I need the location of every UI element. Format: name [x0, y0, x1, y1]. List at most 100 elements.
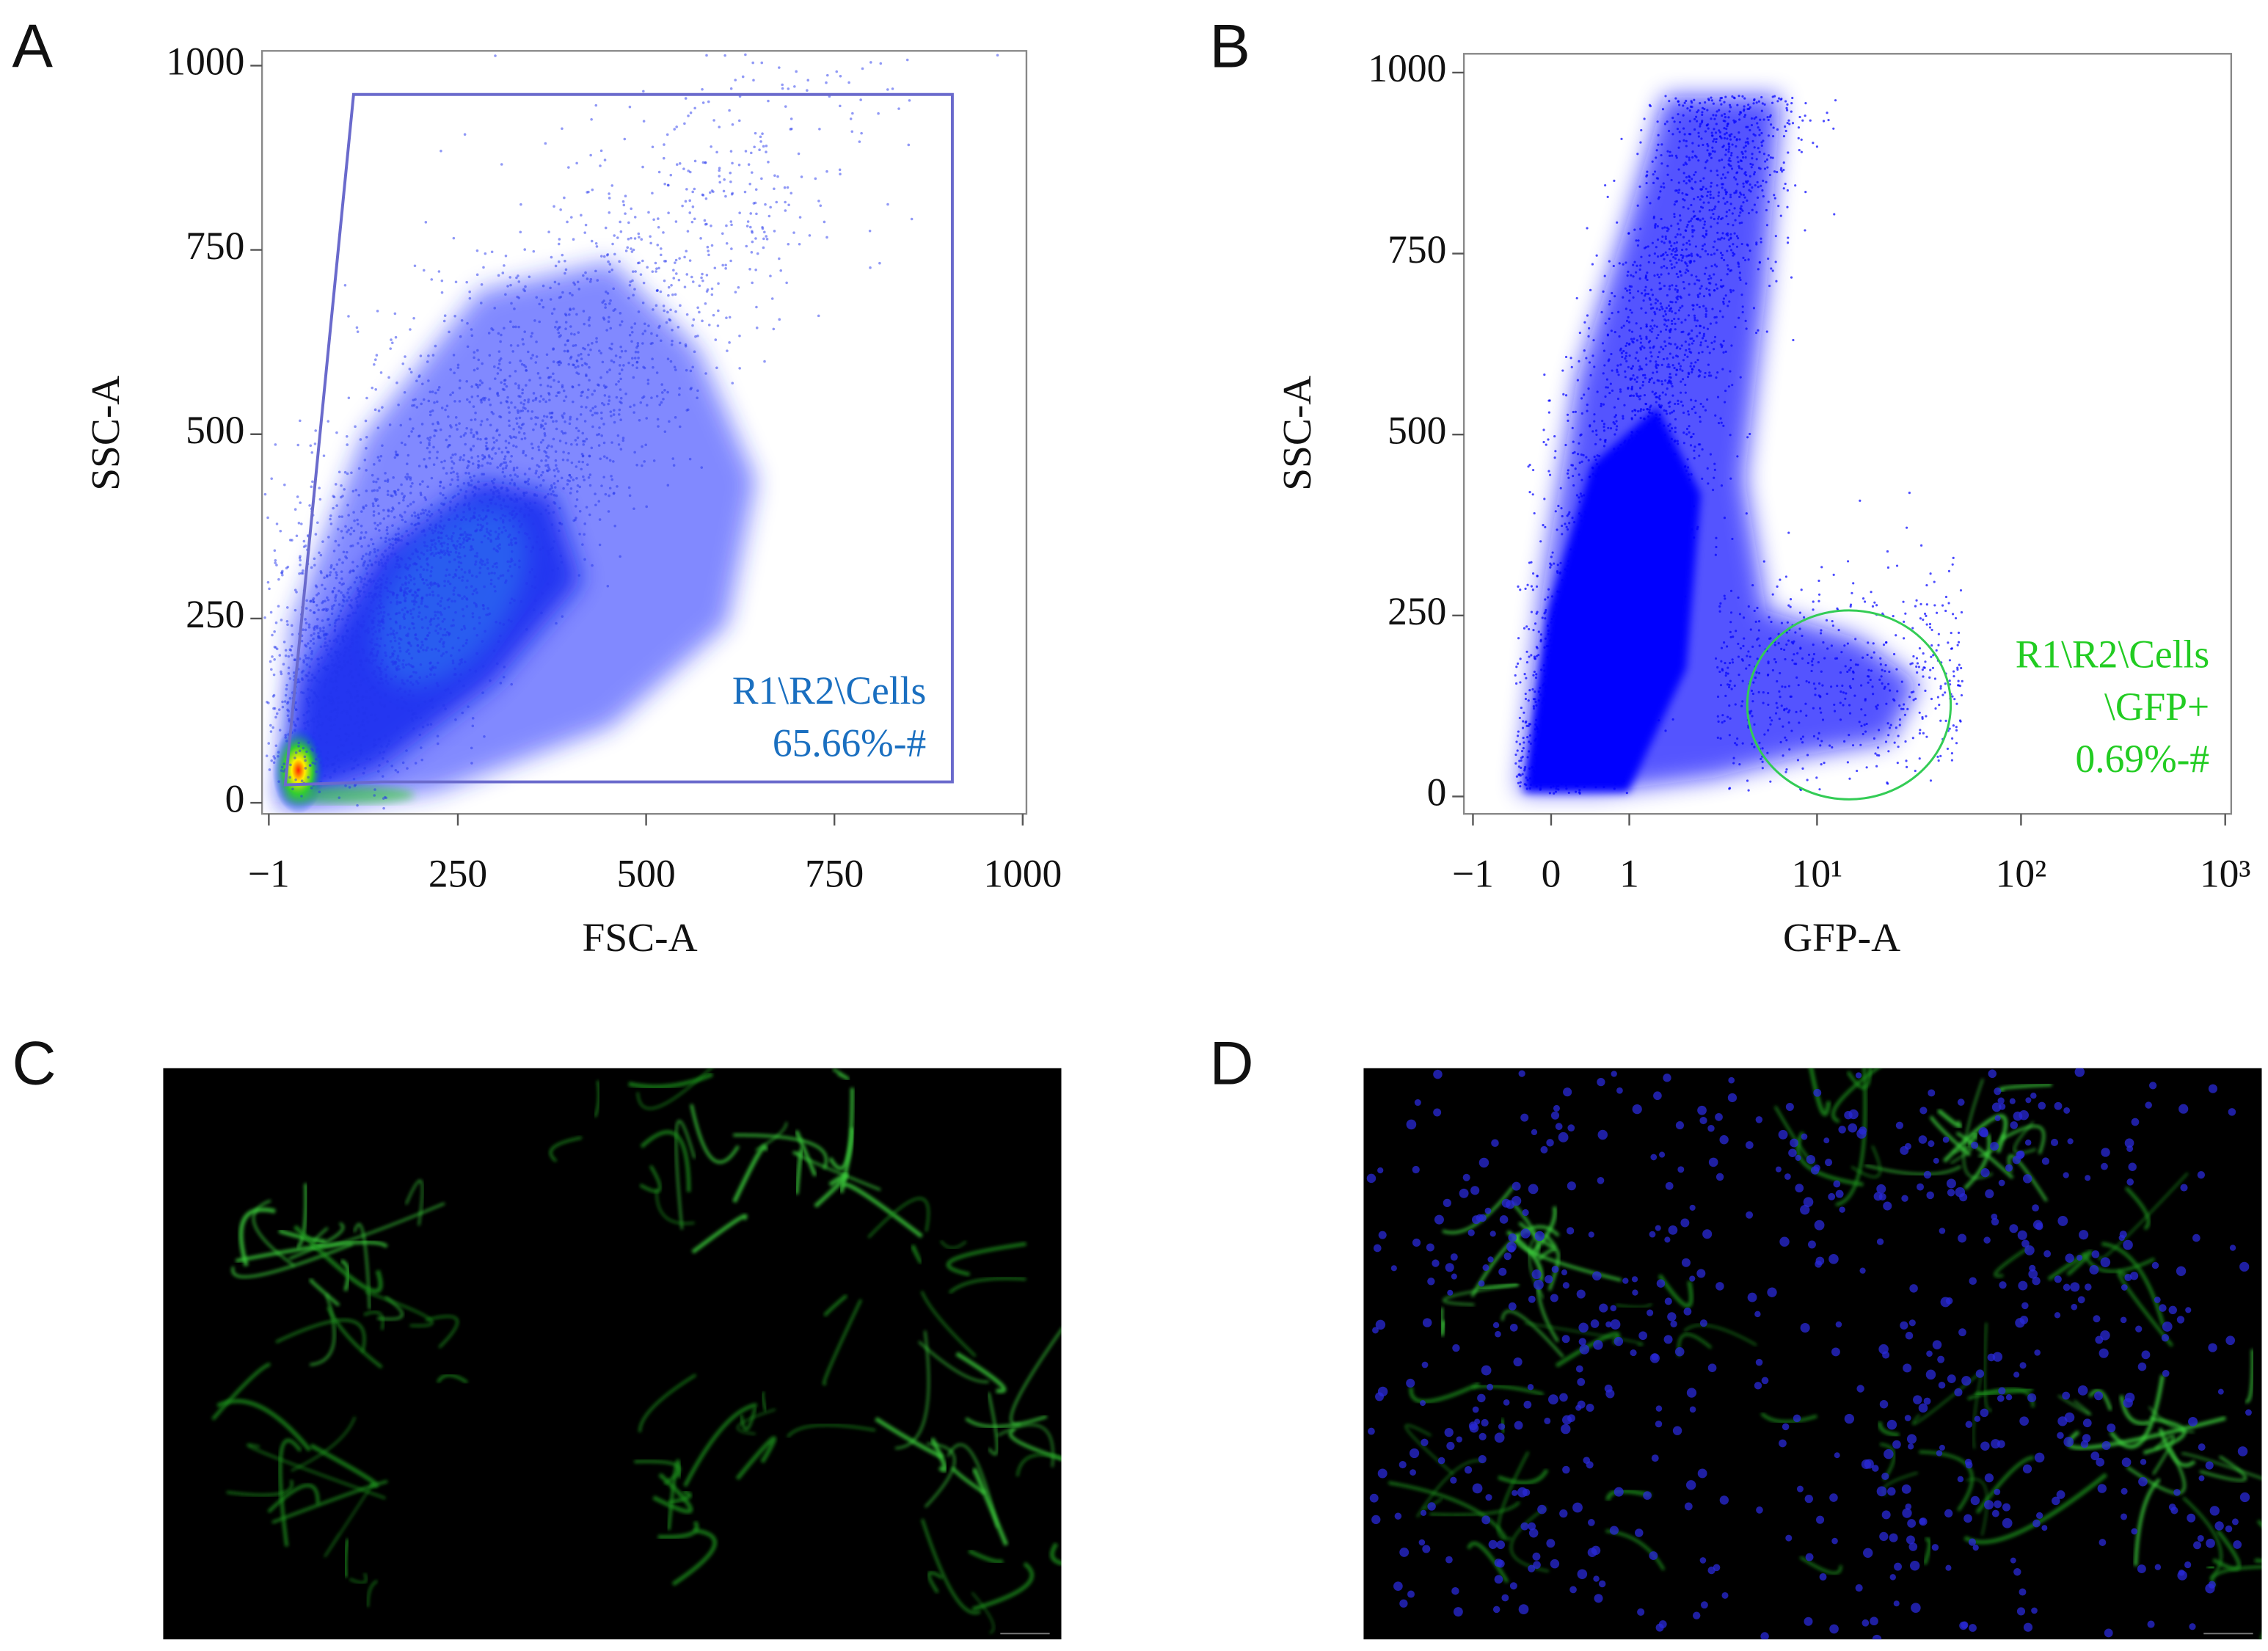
texture-dot: [908, 99, 911, 102]
texture-dot: [274, 443, 277, 446]
texture-dot: [1585, 693, 1588, 696]
texture-dot: [464, 496, 467, 500]
texture-dot: [379, 669, 382, 672]
texture-dot: [350, 471, 353, 475]
texture-dot: [426, 485, 429, 489]
texture-dot: [1677, 168, 1680, 171]
texture-dot: [450, 537, 453, 541]
texture-dot: [383, 703, 386, 707]
texture-dot: [1553, 752, 1556, 755]
texture-dot: [423, 496, 426, 499]
texture-dot: [284, 654, 288, 657]
texture-dot: [631, 330, 634, 334]
texture-dot: [1601, 495, 1604, 499]
texture-dot: [399, 423, 403, 427]
texture-dot: [1726, 715, 1729, 718]
texture-dot: [340, 751, 343, 754]
texture-dot: [311, 700, 315, 703]
texture-dot: [1524, 697, 1528, 701]
texture-dot: [379, 696, 382, 699]
texture-dot: [427, 399, 431, 403]
texture-dot: [747, 163, 751, 166]
texture-dot: [478, 487, 481, 491]
texture-dot: [1551, 551, 1554, 554]
texture-dot: [386, 489, 390, 493]
texture-dot: [632, 404, 636, 407]
texture-dot: [1596, 646, 1599, 649]
texture-dot: [1726, 672, 1729, 675]
texture-dot: [1733, 684, 1736, 688]
texture-dot: [376, 624, 380, 627]
texture-dot: [387, 743, 390, 746]
texture-dot: [633, 451, 636, 454]
texture-dot: [321, 583, 324, 587]
texture-dot: [278, 654, 282, 657]
texture-dot: [1614, 670, 1617, 673]
texture-dot: [617, 413, 621, 416]
texture-dot: [1587, 730, 1590, 733]
texture-dot: [1919, 617, 1922, 620]
texture-dot: [1643, 445, 1646, 448]
texture-dot: [456, 484, 459, 488]
texture-dot: [440, 544, 444, 548]
texture-dot: [497, 394, 500, 397]
texture-dot: [329, 776, 332, 779]
texture-dot: [602, 255, 606, 258]
texture-dot: [767, 161, 770, 164]
texture-dot: [374, 592, 378, 596]
texture-dot: [318, 551, 321, 555]
texture-dot: [451, 460, 453, 463]
texture-dot: [355, 630, 358, 633]
texture-dot: [369, 591, 373, 595]
texture-dot: [499, 574, 503, 577]
texture-dot: [1536, 728, 1539, 731]
texture-dot: [591, 564, 594, 567]
texture-dot: [564, 420, 566, 423]
texture-dot: [303, 755, 307, 759]
texture-dot: [307, 657, 310, 660]
texture-dot: [458, 576, 461, 580]
texture-dot: [492, 436, 495, 440]
texture-dot: [1677, 181, 1680, 184]
texture-dot: [630, 340, 633, 343]
texture-dot: [1925, 603, 1928, 606]
texture-dot: [310, 566, 313, 569]
texture-dot: [403, 617, 406, 620]
texture-dot: [274, 558, 277, 562]
texture-dot: [297, 522, 301, 525]
texture-dot: [683, 285, 687, 288]
texture-dot: [657, 170, 661, 174]
texture-dot: [1667, 272, 1670, 275]
texture-dot: [347, 588, 350, 591]
texture-dot: [1616, 686, 1620, 689]
texture-dot: [1929, 779, 1933, 782]
texture-dot: [701, 161, 705, 164]
texture-dot: [437, 270, 441, 273]
texture-dot: [1594, 429, 1598, 432]
texture-dot: [303, 721, 306, 725]
texture-dot: [453, 315, 456, 318]
texture-dot: [1644, 289, 1647, 292]
texture-dot: [417, 605, 420, 609]
texture-dot: [687, 114, 690, 117]
texture-dot: [1728, 734, 1731, 737]
texture-dot: [1771, 719, 1773, 722]
texture-dot: [385, 577, 389, 580]
texture-dot: [346, 724, 350, 726]
texture-dot: [551, 546, 555, 550]
texture-dot: [492, 481, 495, 485]
texture-dot: [765, 150, 767, 153]
texture-dot: [564, 343, 567, 346]
texture-dot: [347, 396, 351, 400]
texture-dot: [1815, 145, 1818, 148]
texture-dot: [563, 349, 566, 353]
texture-dot: [492, 565, 495, 568]
texture-dot: [377, 409, 381, 412]
texture-dot: [558, 296, 561, 299]
texture-dot: [1719, 737, 1722, 740]
texture-dot: [624, 194, 627, 197]
texture-dot: [1738, 674, 1740, 677]
texture-dot: [322, 454, 326, 457]
texture-dot: [1708, 208, 1711, 211]
